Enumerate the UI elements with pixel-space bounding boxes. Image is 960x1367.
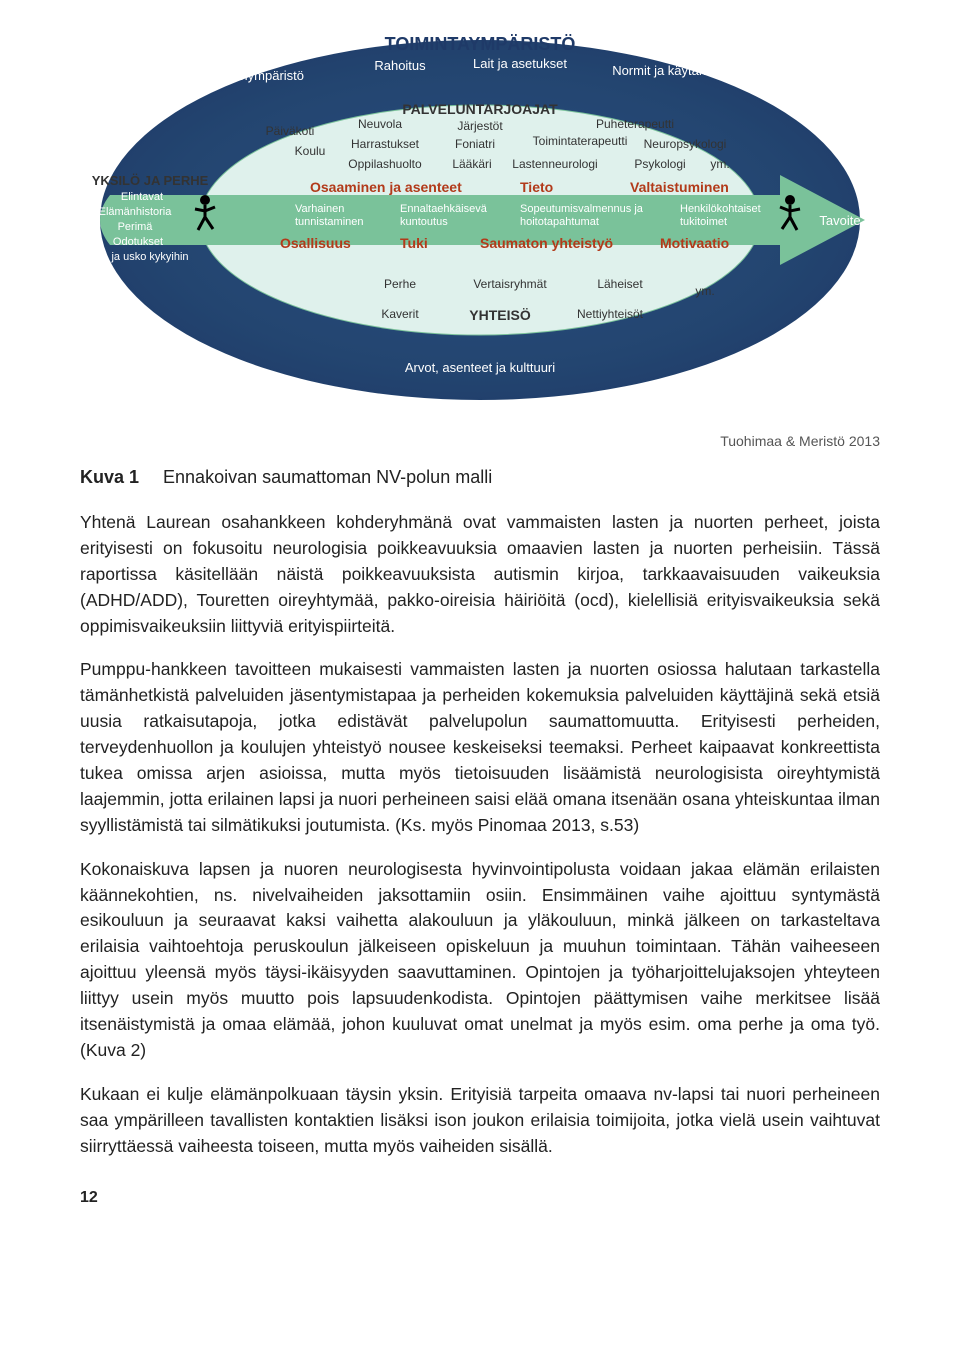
diagram-container: TOIMINTAYMPÄRISTÖ Elinympäristö Rahoitus… xyxy=(80,20,880,425)
paragraph-4: Kukaan ei kulje elämänpolkuaan täysin yk… xyxy=(80,1082,880,1160)
title-yksilo: YKSILÖ JA PERHE xyxy=(92,173,209,188)
aw-varhainen: Varhainen xyxy=(295,203,344,215)
yk-perima: Perimä xyxy=(118,221,154,233)
label-elinymparisto: Elinympäristö xyxy=(226,68,304,83)
aw-kuntoutus: kuntoutus xyxy=(400,216,448,228)
page: TOIMINTAYMPÄRISTÖ Elinympäristö Rahoitus… xyxy=(0,0,960,1247)
red-tuki: Tuki xyxy=(400,235,428,251)
aw-hoito: hoitotapahtumat xyxy=(520,216,599,228)
page-number: 12 xyxy=(80,1189,880,1207)
prov-oppilashuolto: Oppilashuolto xyxy=(348,157,422,171)
prov-harrastukset: Harrastukset xyxy=(351,137,420,151)
prov-toimintaterapeutti: Toimintaterapeutti xyxy=(533,134,628,148)
red-osaaminen: Osaaminen ja asenteet xyxy=(310,179,462,195)
paragraph-1: Yhtenä Laurean osahankkeen kohderyhmänä … xyxy=(80,510,880,639)
red-valtaistuminen: Valtaistuminen xyxy=(630,179,729,195)
com-netti: Nettiyhteisöt xyxy=(577,307,644,321)
label-rahoitus: Rahoitus xyxy=(374,58,426,73)
aw-tunnistaminen: tunnistaminen xyxy=(295,216,364,228)
prov-jarjestot: Järjestöt xyxy=(457,119,503,133)
aw-sopeutumis: Sopeutumisvalmennus ja xyxy=(520,203,644,215)
title-palveluntarjoajat: PALVELUNTARJOAJAT xyxy=(402,101,558,117)
prov-koulu: Koulu xyxy=(295,144,326,158)
aw-henkilo: Henkilökohtaiset xyxy=(680,203,761,215)
prov-neuvola: Neuvola xyxy=(358,117,402,131)
com-kaverit: Kaverit xyxy=(381,307,419,321)
label-normit: Normit ja käytänteet xyxy=(612,63,728,78)
red-tieto: Tieto xyxy=(520,179,553,195)
prov-psykologi: Psykologi xyxy=(634,157,685,171)
prov-lastenneurologi: Lastenneurologi xyxy=(512,157,597,171)
diagram-credit: Tuohimaa & Meristö 2013 xyxy=(80,433,880,449)
com-laheiset: Läheiset xyxy=(597,277,643,291)
prov-laakari: Lääkäri xyxy=(452,157,491,171)
aw-ennalta: Ennaltaehkäisevä xyxy=(400,203,488,215)
figure-caption: Kuva 1 Ennakoivan saumattoman NV-polun ma… xyxy=(80,467,880,488)
nv-path-diagram: TOIMINTAYMPÄRISTÖ Elinympäristö Rahoitus… xyxy=(80,20,880,420)
label-tavoite: Tavoite xyxy=(819,213,860,228)
prov-foniatri: Foniatri xyxy=(455,137,495,151)
com-vertais: Vertaisryhmät xyxy=(473,277,547,291)
label-arvot: Arvot, asenteet ja kulttuuri xyxy=(405,360,555,375)
caption-label: Kuva 1 xyxy=(80,467,139,487)
prov-puheterapeutti: Puheterapeutti xyxy=(596,117,674,131)
yk-usko: ja usko kykyihin xyxy=(110,251,188,263)
label-lait: Lait ja asetukset xyxy=(473,56,567,71)
red-saumaton: Saumaton yhteistyö xyxy=(480,235,613,251)
paragraph-2: Pumppu-hankkeen tavoitteen mukaisesti va… xyxy=(80,657,880,838)
com-perhe: Perhe xyxy=(384,277,416,291)
prov-neuropsykologi: Neuropsykologi xyxy=(644,137,727,151)
title-yhteiso: YHTEISÖ xyxy=(469,307,531,323)
com-ym: ym. xyxy=(695,284,714,298)
yk-elintavat: Elintavat xyxy=(121,191,163,203)
yk-historia: Elämänhistoria xyxy=(99,206,173,218)
prov-paivakoti: Päiväkoti xyxy=(266,124,315,138)
red-motivaatio: Motivaatio xyxy=(660,235,729,251)
yk-odotukset: Odotukset xyxy=(113,236,163,248)
caption-text: Ennakoivan saumattoman NV-polun malli xyxy=(163,467,492,487)
paragraph-3: Kokonaiskuva lapsen ja nuoren neurologis… xyxy=(80,857,880,1064)
aw-tukitoimet: tukitoimet xyxy=(680,216,727,228)
prov-ym: ym. xyxy=(710,157,729,171)
red-osallisuus: Osallisuus xyxy=(280,235,351,251)
title-toimintaymparisto: TOIMINTAYMPÄRISTÖ xyxy=(385,34,576,54)
